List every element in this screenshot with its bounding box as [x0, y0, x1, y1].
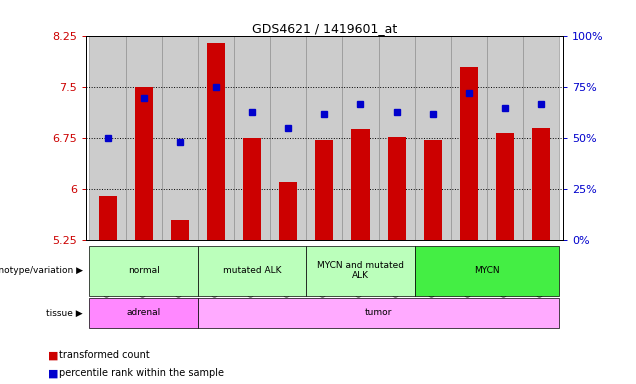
Bar — [378, 36, 415, 240]
Bar — [460, 67, 478, 240]
Bar — [342, 36, 378, 240]
Text: tissue ▶: tissue ▶ — [46, 308, 83, 318]
Bar — [90, 246, 198, 296]
Bar — [315, 140, 333, 240]
Bar — [243, 138, 261, 240]
Bar — [198, 246, 307, 296]
Text: adrenal: adrenal — [127, 308, 161, 318]
Bar — [207, 43, 225, 240]
Text: tumor: tumor — [365, 308, 392, 318]
Bar — [487, 36, 523, 240]
Bar — [307, 246, 415, 296]
Bar — [162, 36, 198, 240]
Text: MYCN: MYCN — [474, 266, 500, 275]
Bar — [532, 128, 550, 240]
Text: mutated ALK: mutated ALK — [223, 266, 281, 275]
Text: ■: ■ — [48, 368, 59, 378]
Bar — [90, 36, 126, 240]
Text: genotype/variation ▶: genotype/variation ▶ — [0, 266, 83, 275]
Bar — [90, 298, 198, 328]
Bar — [424, 140, 442, 240]
Bar — [135, 88, 153, 240]
Text: percentile rank within the sample: percentile rank within the sample — [59, 368, 224, 378]
Bar — [234, 36, 270, 240]
Bar — [415, 246, 559, 296]
Bar — [126, 36, 162, 240]
Bar — [99, 196, 116, 240]
Bar — [496, 133, 514, 240]
Bar — [352, 129, 370, 240]
Bar — [171, 220, 189, 240]
Title: GDS4621 / 1419601_at: GDS4621 / 1419601_at — [252, 22, 397, 35]
Bar — [387, 137, 406, 240]
Bar — [270, 36, 307, 240]
Bar — [451, 36, 487, 240]
Bar — [198, 36, 234, 240]
Bar — [415, 36, 451, 240]
Bar — [307, 36, 342, 240]
Bar — [279, 182, 297, 240]
Text: ■: ■ — [48, 350, 59, 360]
Bar — [523, 36, 559, 240]
Text: MYCN and mutated
ALK: MYCN and mutated ALK — [317, 261, 404, 280]
Text: normal: normal — [128, 266, 160, 275]
Bar — [198, 298, 559, 328]
Text: transformed count: transformed count — [59, 350, 150, 360]
